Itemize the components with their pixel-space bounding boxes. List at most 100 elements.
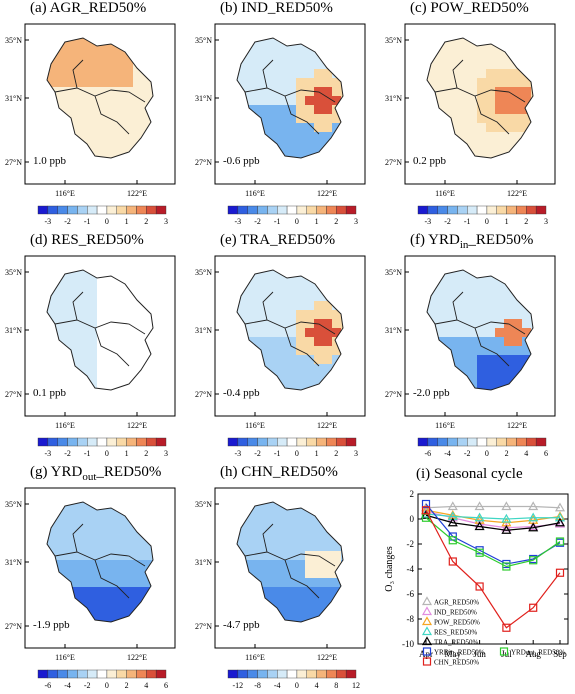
- map-cell: [332, 560, 342, 570]
- map-cell: [504, 364, 514, 374]
- map-cell: [61, 42, 71, 52]
- map-cell: [70, 328, 80, 338]
- map-cell: [237, 542, 243, 552]
- map-cell: [251, 506, 261, 516]
- lon-label: 116°E: [245, 653, 265, 662]
- map-cell: [97, 596, 107, 606]
- map-cell: [504, 328, 514, 338]
- map-cell: [305, 141, 315, 151]
- map-cell: [486, 337, 496, 347]
- colorbar-label: 1: [125, 449, 129, 458]
- map-cell: [477, 373, 487, 383]
- map-cell: [323, 301, 333, 311]
- map-cell: [251, 533, 261, 543]
- colorbar-label: 12: [352, 681, 360, 690]
- colorbar-swatch: [345, 437, 357, 447]
- map-cell: [269, 506, 279, 516]
- colorbar-label: 8: [334, 681, 338, 690]
- colorbar-label: -1: [84, 217, 91, 226]
- map-cell: [115, 355, 125, 365]
- map-cell: [260, 274, 270, 284]
- map-cell: [61, 319, 71, 329]
- map-cell: [97, 105, 107, 115]
- colorbar-swatch: [237, 437, 248, 447]
- map-cell: [486, 301, 496, 311]
- x-tick-label: Apr: [419, 649, 433, 659]
- lat-label: 31°N: [5, 558, 22, 567]
- map-cell: [79, 502, 89, 507]
- map-cell: [287, 150, 297, 158]
- map-cell: [269, 569, 279, 579]
- map-cell: [427, 310, 433, 320]
- colorbar-swatch: [57, 669, 68, 679]
- map-cell: [432, 69, 442, 79]
- lon-label: 116°E: [55, 189, 75, 198]
- map-cell: [106, 87, 116, 97]
- colorbar-swatch: [267, 437, 278, 447]
- map-cell: [296, 51, 306, 61]
- colorbar-swatch: [106, 669, 117, 679]
- map-cell: [97, 560, 107, 570]
- map-cell: [323, 542, 333, 552]
- map-cell: [486, 132, 496, 142]
- map-cell: [79, 270, 89, 275]
- province-border: [244, 87, 336, 103]
- map-cell: [260, 328, 270, 338]
- province-border: [94, 559, 130, 599]
- map-cell: [495, 60, 505, 70]
- lat-label: 35°N: [195, 500, 212, 509]
- map-cell: [296, 123, 306, 133]
- map-cell: [52, 69, 62, 79]
- map-cell: [468, 96, 478, 106]
- map-cell: [441, 60, 451, 70]
- map-cell: [251, 292, 261, 302]
- point-marker: [475, 548, 484, 557]
- map-cell: [332, 96, 342, 106]
- colorbar-swatch: [506, 205, 517, 215]
- lat-label: 31°N: [195, 558, 212, 567]
- map-cell: [70, 533, 80, 543]
- colorbar-swatch: [457, 437, 468, 447]
- map-cell: [97, 587, 107, 597]
- map-cell: [47, 69, 53, 79]
- colorbar-swatch: [77, 205, 88, 215]
- series-line: [425, 510, 561, 529]
- panel-stat: -2.0 ppb: [413, 387, 450, 399]
- map-cell: [133, 319, 143, 329]
- map-cell: [251, 283, 261, 293]
- y-tick-label: 2: [410, 489, 415, 499]
- province-border: [434, 319, 526, 335]
- map-cell: [251, 274, 261, 284]
- map-cell: [513, 132, 523, 142]
- map-cell: [278, 105, 288, 115]
- map-cell: [251, 560, 261, 570]
- map-cell: [477, 283, 487, 293]
- map-cell: [115, 337, 125, 347]
- map-cell: [61, 292, 71, 302]
- region-outline: [236, 37, 344, 159]
- map-cell: [522, 310, 532, 320]
- lat-label: 35°N: [5, 268, 22, 277]
- colorbar-swatch: [345, 669, 357, 679]
- map-cell: [97, 51, 107, 61]
- map-cell: [477, 274, 487, 284]
- map-cell: [124, 524, 134, 534]
- map-cell: [70, 355, 80, 365]
- map-cell: [305, 114, 315, 124]
- map-cell: [106, 123, 116, 133]
- province-border: [54, 551, 146, 567]
- map-cell: [495, 150, 505, 158]
- map-cell: [115, 605, 125, 615]
- map-cell: [115, 524, 125, 534]
- map-cell: [513, 319, 523, 329]
- map-cell: [79, 515, 89, 525]
- colorbar-swatch: [47, 205, 58, 215]
- lat-label: 31°N: [385, 326, 402, 335]
- map-cell: [260, 283, 270, 293]
- colorbar-swatch: [336, 669, 347, 679]
- map-cell: [296, 551, 306, 561]
- map-cell: [237, 78, 243, 88]
- map-cell: [278, 114, 288, 124]
- map-cell: [450, 42, 460, 52]
- map-cell: [70, 346, 80, 356]
